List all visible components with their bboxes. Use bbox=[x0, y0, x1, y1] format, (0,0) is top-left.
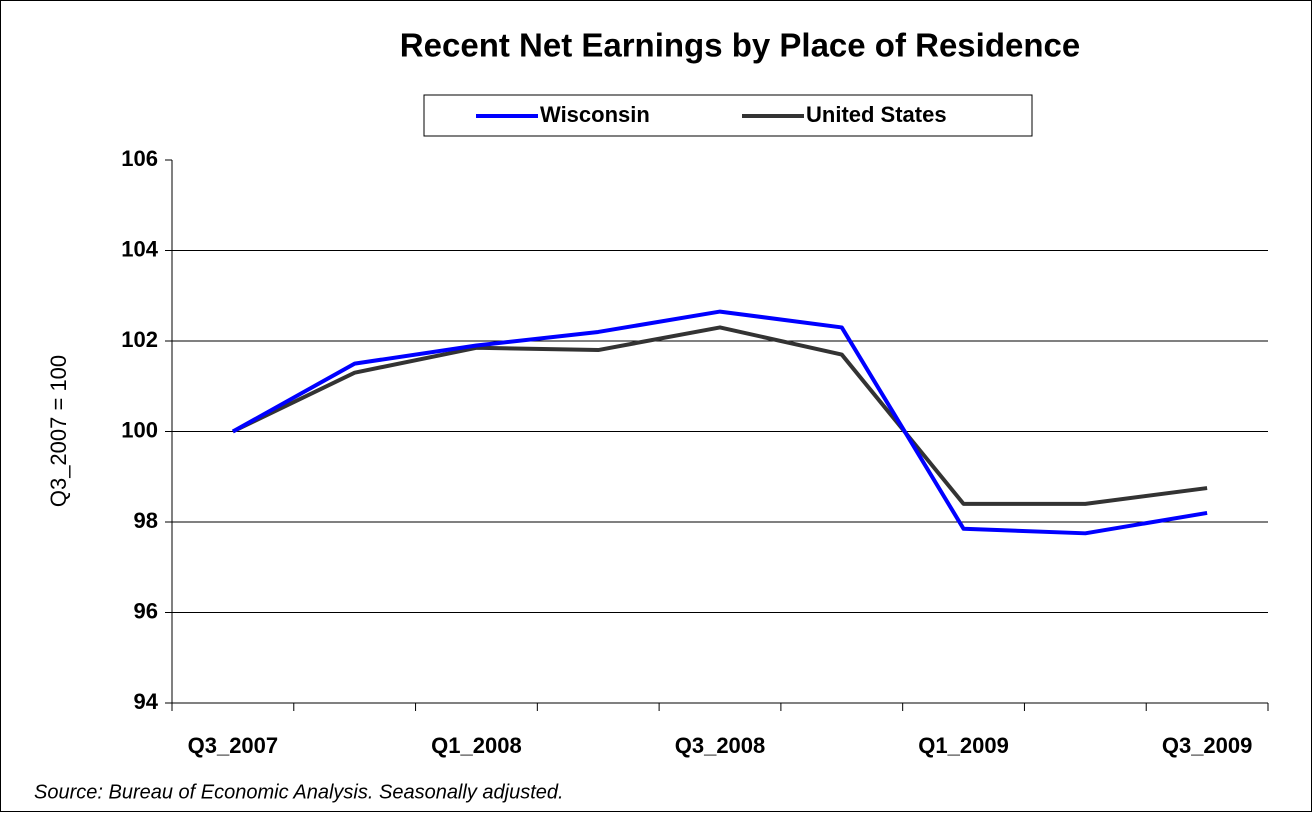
y-tick-label: 102 bbox=[121, 327, 158, 352]
y-tick-label: 96 bbox=[134, 598, 158, 623]
y-tick-label: 106 bbox=[121, 146, 158, 171]
source-note: Source: Bureau of Economic Analysis. Sea… bbox=[34, 781, 564, 803]
x-tick-label: Q3_2008 bbox=[675, 733, 766, 758]
y-tick-label: 94 bbox=[134, 689, 159, 714]
y-axis-title: Q3_2007 = 100 bbox=[46, 355, 71, 507]
y-tick-label: 104 bbox=[121, 236, 158, 261]
y-tick-label: 98 bbox=[134, 508, 158, 533]
x-tick-label: Q1_2009 bbox=[918, 733, 1009, 758]
legend-label: Wisconsin bbox=[540, 102, 650, 127]
y-tick-label: 100 bbox=[121, 417, 158, 442]
x-tick-label: Q1_2008 bbox=[431, 733, 522, 758]
legend-label: United States bbox=[806, 102, 947, 127]
series-line bbox=[231, 309, 1208, 536]
x-tick-label: Q3_2009 bbox=[1162, 733, 1253, 758]
series-line bbox=[232, 325, 1208, 506]
x-tick-label: Q3_2007 bbox=[188, 733, 279, 758]
chart-title: Recent Net Earnings by Place of Residenc… bbox=[400, 27, 1080, 64]
